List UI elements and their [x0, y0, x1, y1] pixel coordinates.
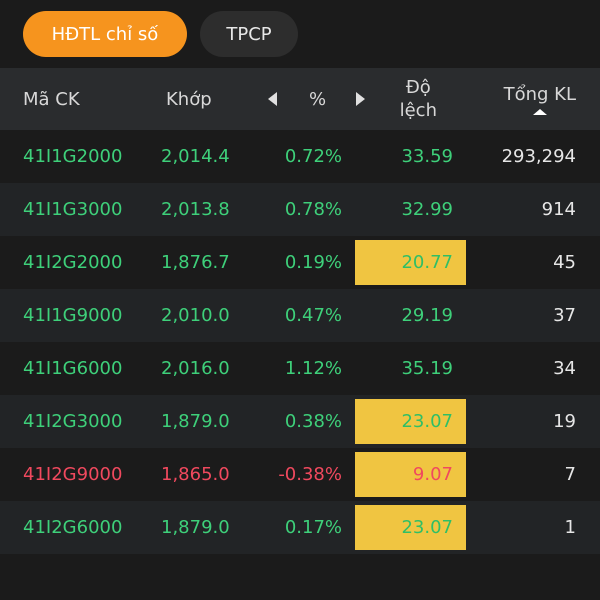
header-diff-line1: Độ: [405, 77, 431, 98]
cell-code: 41I1G6000: [23, 358, 123, 379]
cell-total-volume: 19: [553, 411, 576, 432]
tab-government-bonds[interactable]: TPCP: [200, 11, 298, 57]
cell-percent: 1.12%: [284, 358, 342, 379]
cell-match: 1,876.7: [161, 252, 230, 273]
prev-column-button[interactable]: [268, 68, 277, 130]
cell-percent: 0.19%: [284, 252, 342, 273]
cell-diff: 23.07: [355, 505, 466, 550]
tab-bar: HĐTL chỉ số TPCP: [0, 0, 600, 68]
cell-total-volume: 37: [553, 305, 576, 326]
cell-match: 1,879.0: [161, 411, 230, 432]
table-row[interactable]: 41I1G3000 2,013.8 0.78% 32.99 914: [0, 183, 600, 236]
sort-ascending-icon: [532, 108, 547, 115]
cell-total-volume: 34: [553, 358, 576, 379]
cell-percent: 0.78%: [284, 199, 342, 220]
cell-percent: 0.38%: [284, 411, 342, 432]
cell-diff: 9.07: [355, 452, 466, 497]
cell-diff: 35.19: [401, 358, 453, 379]
cell-match: 2,016.0: [161, 358, 230, 379]
table-row[interactable]: 41I2G3000 1,879.0 0.38% 23.07 19: [0, 395, 600, 448]
tab-index-futures[interactable]: HĐTL chỉ số: [23, 11, 187, 57]
cell-match: 2,010.0: [161, 305, 230, 326]
cell-code: 41I2G2000: [23, 252, 123, 273]
header-match[interactable]: Khớp: [166, 88, 212, 110]
cell-percent: 0.17%: [284, 517, 342, 538]
cell-match: 2,013.8: [161, 199, 230, 220]
cell-total-volume: 293,294: [501, 146, 576, 167]
cell-percent: 0.72%: [284, 146, 342, 167]
cell-percent: -0.38%: [278, 464, 342, 485]
cell-match: 2,014.4: [161, 146, 230, 167]
table-row[interactable]: 41I2G6000 1,879.0 0.17% 23.07 1: [0, 501, 600, 554]
caret-left-icon: [268, 92, 277, 106]
cell-code: 41I2G6000: [23, 517, 123, 538]
table-row[interactable]: 41I2G2000 1,876.7 0.19% 20.77 45: [0, 236, 600, 289]
header-diff-line2: lệch: [399, 100, 437, 121]
header-vol-label: Tổng KL: [503, 83, 576, 105]
table-row[interactable]: 41I2G9000 1,865.0 -0.38% 9.07 7: [0, 448, 600, 501]
next-column-button[interactable]: [356, 68, 365, 130]
cell-diff: 23.07: [355, 399, 466, 444]
caret-right-icon: [356, 92, 365, 106]
header-code[interactable]: Mã CK: [23, 88, 80, 110]
cell-total-volume: 914: [541, 199, 576, 220]
table-body: 41I1G2000 2,014.4 0.72% 33.59 293,294 41I1G30…: [0, 130, 600, 554]
cell-code: 41I2G3000: [23, 411, 123, 432]
header-diff[interactable]: Độ lệch: [400, 68, 437, 130]
table-header: Mã CK Khớp % Độ lệch Tổng KL: [0, 68, 600, 130]
cell-percent: 0.47%: [284, 305, 342, 326]
cell-code: 41I1G9000: [23, 305, 123, 326]
cell-code: 41I1G2000: [23, 146, 123, 167]
table-row[interactable]: 41I1G2000 2,014.4 0.72% 33.59 293,294: [0, 130, 600, 183]
table-row[interactable]: 41I1G9000 2,010.0 0.47% 29.19 37: [0, 289, 600, 342]
cell-total-volume: 7: [564, 464, 576, 485]
header-percent[interactable]: %: [309, 88, 327, 110]
cell-diff: 29.19: [401, 305, 453, 326]
cell-code: 41I2G9000: [23, 464, 123, 485]
cell-total-volume: 1: [564, 517, 576, 538]
cell-diff: 33.59: [401, 146, 453, 167]
header-total-volume[interactable]: Tổng KL: [504, 68, 576, 130]
cell-code: 41I1G3000: [23, 199, 123, 220]
cell-match: 1,879.0: [161, 517, 230, 538]
cell-diff: 20.77: [355, 240, 466, 285]
cell-diff: 32.99: [401, 199, 453, 220]
cell-match: 1,865.0: [161, 464, 230, 485]
table-row[interactable]: 41I1G6000 2,016.0 1.12% 35.19 34: [0, 342, 600, 395]
cell-total-volume: 45: [553, 252, 576, 273]
